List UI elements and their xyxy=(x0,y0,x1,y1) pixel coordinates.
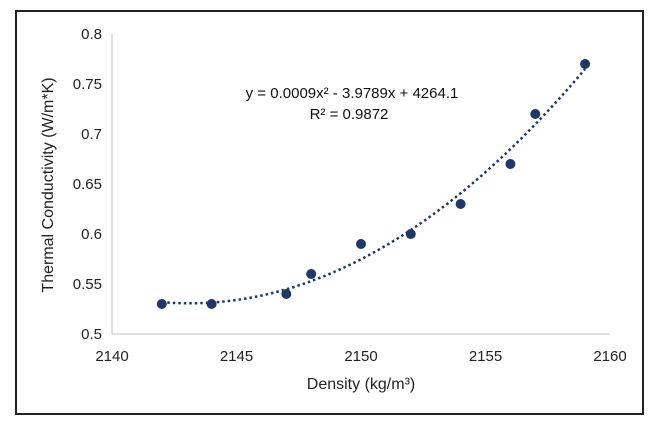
trendline-equation: y = 0.0009x² - 3.9789x + 4264.1 xyxy=(246,85,459,102)
y-tick-label: 0.5 xyxy=(81,326,102,343)
data-point xyxy=(580,59,591,69)
y-tick-label: 0.7 xyxy=(81,126,102,143)
data-point xyxy=(505,159,516,169)
x-axis-title: Density (kg/m³) xyxy=(307,376,415,393)
y-tick-label: 0.65 xyxy=(73,176,102,193)
y-axis-title: Thermal Conductivity (W/m*K) xyxy=(40,77,57,292)
data-point xyxy=(281,289,292,299)
data-points xyxy=(156,59,591,309)
x-tick-labels: 2140 2145 2150 2155 2160 xyxy=(95,348,626,365)
axes xyxy=(111,34,610,335)
y-tick-label: 0.55 xyxy=(73,276,102,293)
y-tick-label: 0.6 xyxy=(81,226,102,243)
trendline xyxy=(161,68,587,305)
x-tick-label: 2155 xyxy=(469,348,502,365)
data-point xyxy=(405,229,416,239)
r-squared: R² = 0.9872 xyxy=(310,106,389,123)
y-tick-label: 0.8 xyxy=(81,26,102,43)
y-tick-labels: 0.5 0.55 0.6 0.65 0.7 0.75 0.8 xyxy=(73,26,102,343)
data-point xyxy=(206,299,217,309)
data-point xyxy=(156,299,167,309)
x-tick-label: 2140 xyxy=(95,348,128,365)
data-point xyxy=(455,199,466,209)
chart-frame xyxy=(15,10,644,415)
data-point xyxy=(356,239,366,249)
x-tick-label: 2150 xyxy=(344,348,377,365)
data-point xyxy=(306,269,317,279)
y-tick-label: 0.75 xyxy=(73,76,102,93)
x-tick-label: 2160 xyxy=(593,348,626,365)
data-point xyxy=(530,109,541,119)
x-tick-label: 2145 xyxy=(220,348,253,365)
